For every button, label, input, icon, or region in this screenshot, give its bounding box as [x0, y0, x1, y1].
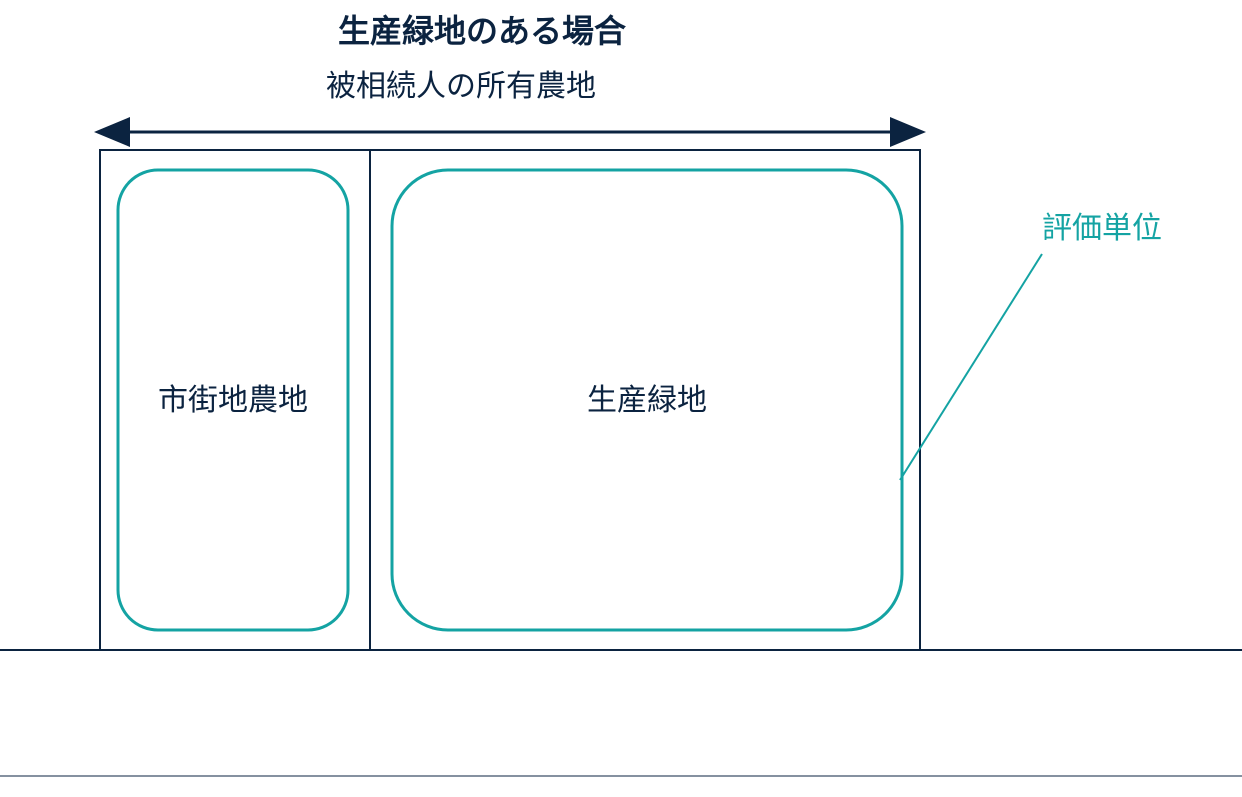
callout-label: 評価単位 [1042, 212, 1162, 245]
box2-label: 生産緑地 [587, 384, 707, 417]
box1-label: 市街地農地 [158, 384, 308, 417]
callout-line [900, 254, 1042, 480]
diagram-canvas: 生産緑地のある場合被相続人の所有農地市街地農地 生産緑地 評価単位 [0, 0, 1242, 792]
diagram-svg: 生産緑地のある場合被相続人の所有農地市街地農地 生産緑地 評価単位 [0, 0, 1242, 792]
subtitle-text: 被相続人の所有農地 [326, 70, 596, 103]
title-text: 生産緑地のある場合 [338, 13, 626, 49]
